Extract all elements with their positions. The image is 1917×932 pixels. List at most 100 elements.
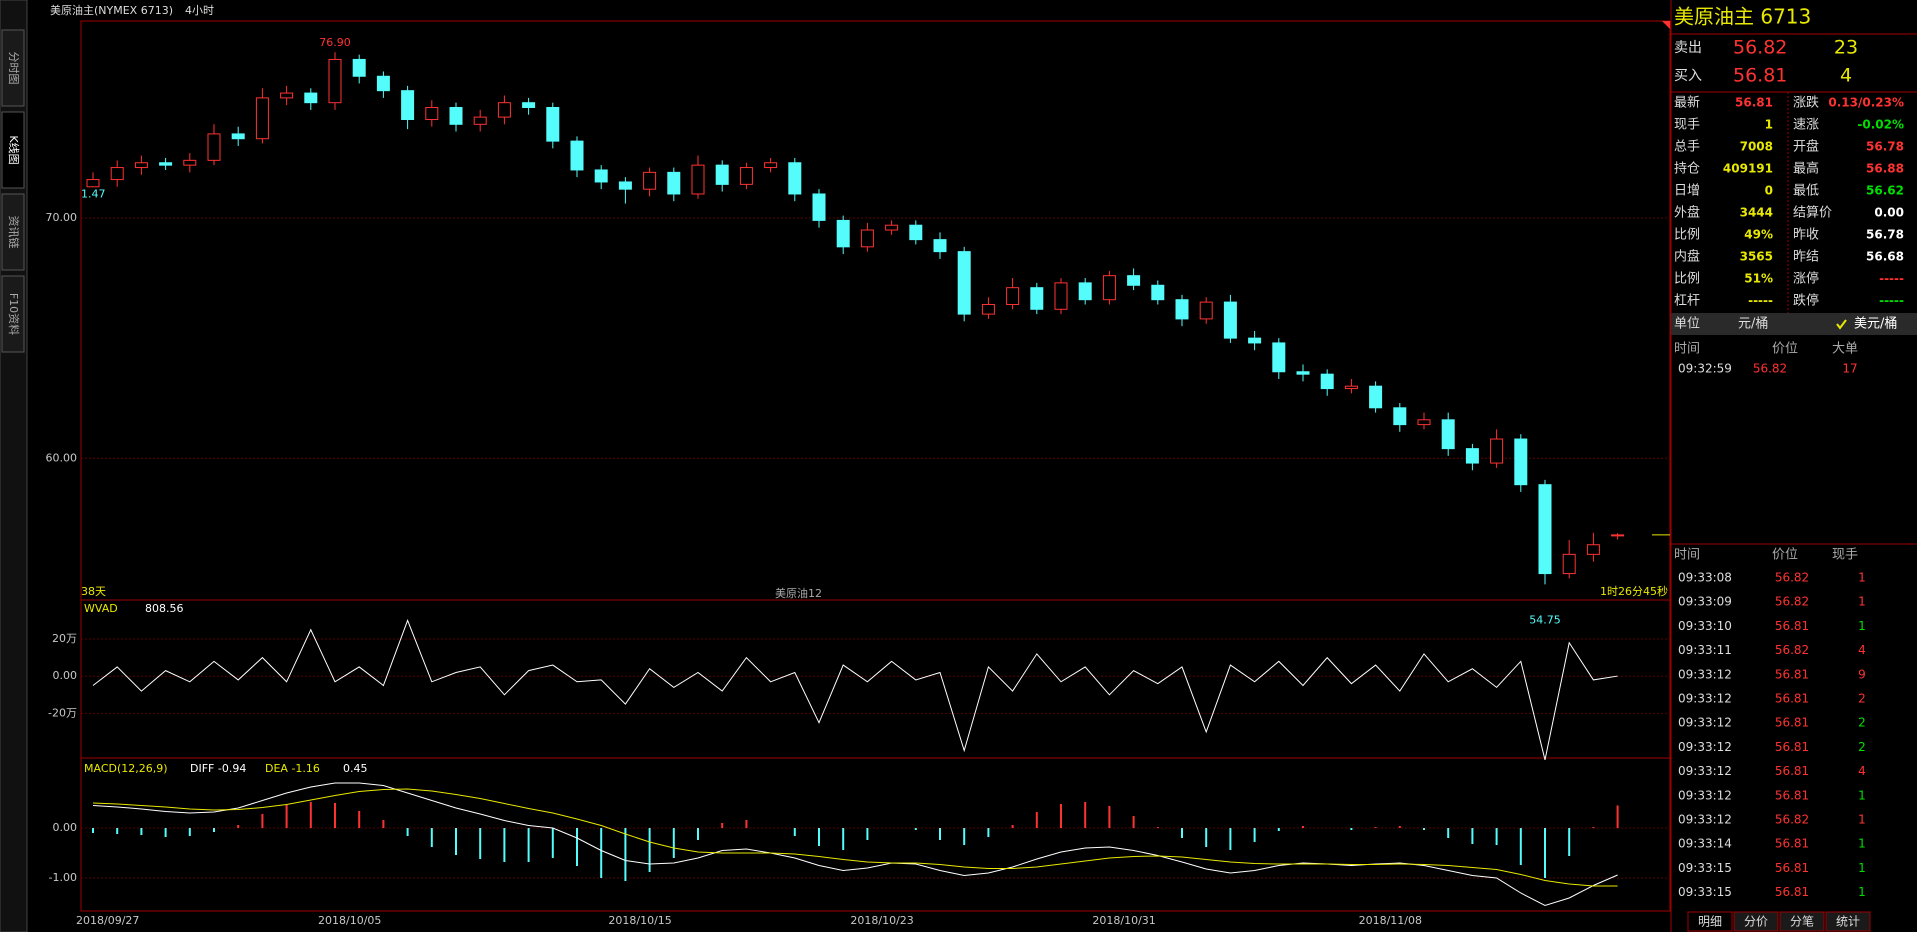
table-cell: 1 — [1858, 619, 1866, 633]
y-tick-label: 70.00 — [46, 211, 78, 224]
quote-value: 409191 — [1723, 162, 1773, 176]
table-cell: 09:32:59 — [1678, 362, 1732, 376]
table-header: 大单 — [1832, 342, 1858, 357]
table-cell: 09:33:12 — [1678, 740, 1732, 754]
candle-body — [739, 167, 753, 185]
table-cell: 2 — [1858, 692, 1866, 706]
candle-body — [1030, 287, 1044, 310]
quote-value: 3565 — [1740, 250, 1773, 264]
candle-body — [860, 229, 874, 248]
side-tab — [1, 275, 25, 353]
side-tab — [1, 193, 25, 271]
table-cell: 17 — [1842, 362, 1857, 376]
quote-field: 开盘 — [1793, 139, 1819, 155]
table-cell: 56.82 — [1775, 595, 1809, 609]
candle-body — [1102, 275, 1116, 301]
chart-frame — [80, 20, 1671, 912]
candle-body — [1296, 371, 1310, 375]
candle-body — [425, 106, 439, 121]
candle-body — [764, 162, 778, 169]
quote-value: 7008 — [1740, 140, 1773, 154]
unit-alt: 美元/桶 — [1854, 317, 1897, 332]
table-cell: 09:33:10 — [1678, 619, 1732, 633]
side-tab — [1, 29, 25, 107]
quote-field: 最低 — [1793, 184, 1819, 199]
side-tab-label: K线图 — [7, 135, 21, 164]
candle-body — [401, 90, 415, 121]
quote-field: 涨跌 — [1793, 95, 1819, 111]
indicator-value: 0.45 — [343, 762, 368, 775]
table-cell: 56.81 — [1775, 764, 1809, 778]
side-tab-label: 分时图 — [7, 52, 20, 85]
quote-value: 56.88 — [1866, 162, 1904, 176]
quote-label: 卖出 — [1674, 40, 1702, 56]
quote-value: ----- — [1879, 294, 1904, 308]
candle-body — [1490, 438, 1504, 464]
y-tick-label: 60.00 — [46, 451, 78, 464]
candle-body — [1175, 299, 1189, 320]
candle-body — [1151, 284, 1165, 301]
table-cell: 2 — [1858, 740, 1866, 754]
min-label: 54.75 — [1529, 613, 1561, 626]
first-low-label: 1.47 — [81, 188, 106, 201]
candle-body — [1344, 385, 1358, 390]
quote-field: 速涨 — [1793, 118, 1819, 133]
candle-body — [667, 171, 681, 195]
annotation: 美原油12 — [775, 586, 822, 600]
indicator-name: MACD(12,26,9) — [84, 762, 168, 775]
table-cell: 56.82 — [1753, 362, 1787, 376]
candle-body — [1054, 282, 1068, 310]
indicator-value: 808.56 — [145, 602, 184, 615]
candle-body — [570, 140, 584, 171]
max-label: 76.90 — [319, 36, 351, 49]
table-cell: 09:33:15 — [1678, 885, 1732, 899]
table-header: 时间 — [1674, 342, 1700, 357]
unit-label: 单位 — [1674, 317, 1700, 332]
candle-body — [304, 92, 318, 104]
candle-body — [1465, 448, 1479, 464]
candle-body — [183, 159, 197, 166]
quote-value: 1 — [1765, 118, 1773, 132]
indicator-value: DIFF -0.94 — [190, 762, 246, 775]
candle-body — [594, 169, 608, 183]
quote-value: 0.00 — [1874, 206, 1904, 220]
quote-field: 外盘 — [1674, 205, 1700, 221]
y-tick-label: 0.00 — [53, 669, 78, 682]
bottom-tab-label: 明细 — [1698, 915, 1722, 929]
table-cell: 56.81 — [1775, 619, 1809, 633]
candle-body — [497, 102, 511, 118]
check-icon — [1836, 319, 1847, 330]
table-header: 时间 — [1674, 548, 1700, 563]
candle-body — [449, 106, 463, 125]
table-cell: 56.81 — [1775, 692, 1809, 706]
indicator-name: WVAD — [84, 602, 118, 615]
candle-body — [1393, 407, 1407, 426]
quote-field: 持仓 — [1674, 162, 1700, 177]
quote-value: -0.02% — [1857, 118, 1904, 132]
candle-body — [159, 162, 173, 166]
table-cell: 56.81 — [1775, 716, 1809, 730]
candle-body — [546, 106, 560, 142]
table-cell: 09:33:08 — [1678, 571, 1732, 585]
bottom-tab — [1779, 911, 1825, 932]
candle-body — [1223, 301, 1237, 339]
quote-field: 比例 — [1674, 228, 1700, 243]
quote-price: 56.82 — [1733, 37, 1787, 59]
bottom-tab — [1733, 911, 1779, 932]
table-header: 价位 — [1772, 548, 1798, 563]
quote-value: 56.78 — [1866, 140, 1904, 154]
candle-body — [715, 164, 729, 185]
quote-value: ----- — [1879, 272, 1904, 286]
quote-field: 总手 — [1674, 140, 1700, 155]
table-cell: 09:33:15 — [1678, 861, 1732, 875]
table-cell: 09:33:09 — [1678, 595, 1732, 609]
table-cell: 56.81 — [1775, 667, 1809, 681]
header-period: 4小时 — [185, 4, 214, 17]
table-cell: 09:33:12 — [1678, 667, 1732, 681]
quote-field: 最新 — [1674, 95, 1700, 111]
candle-body — [522, 102, 536, 108]
candle-body — [1199, 301, 1213, 320]
x-tick-label: 2018/10/31 — [1092, 914, 1155, 927]
